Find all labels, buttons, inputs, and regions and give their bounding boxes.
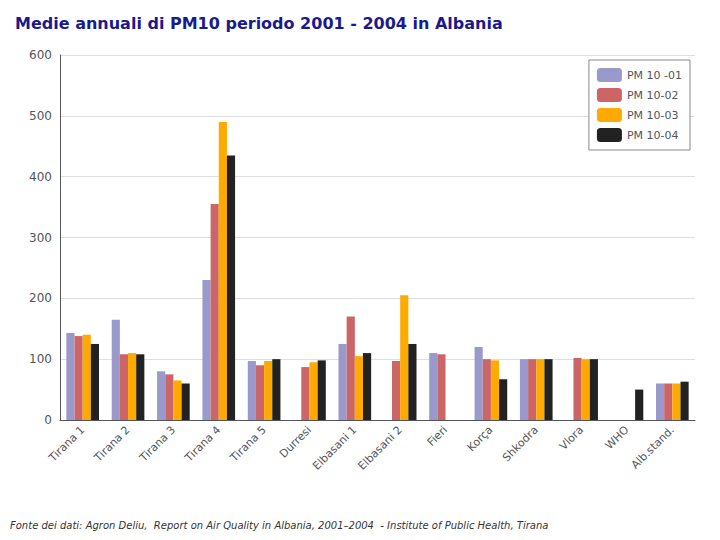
svg-text:Vlora: Vlora xyxy=(557,423,586,452)
svg-text:PM 10 -01: PM 10 -01 xyxy=(627,69,682,82)
svg-text:Medie annuali di PM10 periodo: Medie annuali di PM10 periodo 2001 - 200… xyxy=(15,14,503,33)
svg-text:Tirana 1: Tirana 1 xyxy=(46,423,88,465)
svg-text:0: 0 xyxy=(44,413,52,427)
svg-text:Tirana 4: Tirana 4 xyxy=(182,423,224,465)
svg-text:Elbasani 2: Elbasani 2 xyxy=(356,423,405,472)
svg-text:Tirana 2: Tirana 2 xyxy=(91,423,133,465)
svg-text:500: 500 xyxy=(29,109,52,123)
svg-text:Korça: Korça xyxy=(465,423,496,454)
svg-text:WHO: WHO xyxy=(603,423,632,452)
svg-text:Elbasani 1: Elbasani 1 xyxy=(310,423,359,472)
svg-text:Tirana 3: Tirana 3 xyxy=(136,423,178,465)
svg-text:300: 300 xyxy=(29,231,52,245)
svg-text:200: 200 xyxy=(29,291,52,305)
svg-text:100: 100 xyxy=(29,352,52,366)
svg-text:Alb.stand.: Alb.stand. xyxy=(629,423,677,471)
svg-text:Fieri: Fieri xyxy=(425,423,450,448)
svg-text:PM 10-04: PM 10-04 xyxy=(627,129,679,142)
svg-text:Shkodra: Shkodra xyxy=(500,423,541,464)
svg-text:Tirana 5: Tirana 5 xyxy=(227,423,269,465)
svg-text:PM 10-02: PM 10-02 xyxy=(627,89,679,102)
svg-text:PM 10-03: PM 10-03 xyxy=(627,109,679,122)
svg-text:600: 600 xyxy=(29,48,52,62)
svg-text:Fonte dei dati: Agron Deliu,: Fonte dei dati: Agron Deliu, Report on A… xyxy=(10,520,548,531)
svg-text:Durresi: Durresi xyxy=(277,423,314,460)
svg-text:400: 400 xyxy=(29,170,52,184)
